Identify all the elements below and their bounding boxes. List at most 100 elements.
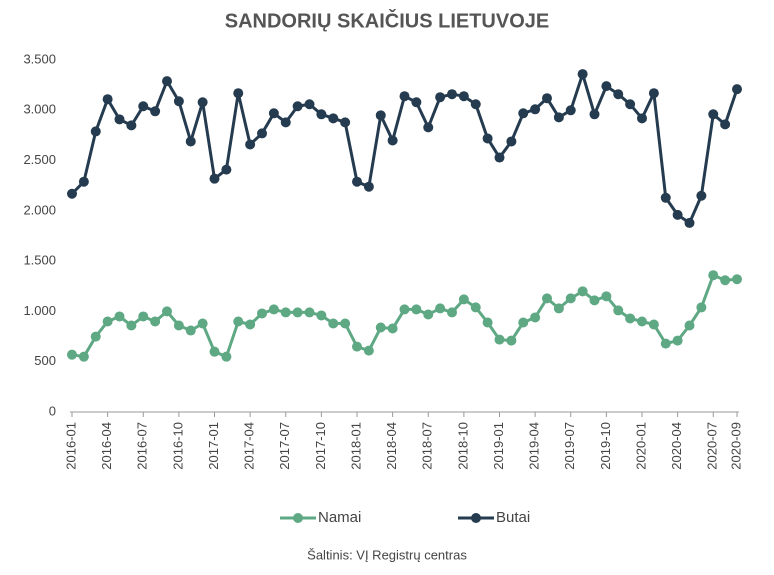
data-point	[162, 306, 172, 317]
y-tick-label: 3.000	[23, 102, 56, 117]
data-point	[458, 294, 469, 305]
data-point	[411, 304, 422, 315]
data-point	[126, 120, 137, 131]
x-tick-label: 2018-01	[348, 422, 363, 470]
data-point	[732, 84, 742, 95]
data-point	[625, 313, 636, 324]
data-point	[423, 122, 434, 133]
data-point	[672, 209, 683, 220]
data-point	[625, 99, 636, 110]
data-point	[245, 319, 256, 330]
data-point	[613, 305, 624, 316]
data-point	[67, 349, 77, 360]
x-tick-label: 2017-07	[277, 422, 292, 470]
data-point	[648, 88, 659, 99]
y-tick-label: 1.500	[23, 253, 56, 268]
data-point	[660, 338, 671, 349]
data-point	[387, 323, 398, 334]
data-point	[363, 181, 374, 192]
data-point	[696, 302, 707, 313]
data-point	[601, 81, 612, 92]
x-tick-label: 2019-07	[562, 422, 577, 470]
data-point	[78, 351, 89, 362]
y-tick-label: 2.500	[23, 152, 56, 167]
data-point	[553, 112, 564, 123]
data-point	[637, 113, 647, 124]
x-tick-label: 2018-10	[455, 422, 470, 470]
x-tick-label: 2016-07	[135, 422, 150, 470]
data-point	[245, 139, 256, 150]
data-point	[138, 101, 149, 112]
legend-label: Butai	[496, 509, 530, 526]
data-point	[648, 319, 659, 330]
data-point	[114, 311, 125, 322]
data-point	[375, 110, 386, 121]
data-point	[292, 307, 303, 318]
data-point	[435, 92, 446, 103]
x-tick-label: 2020-07	[705, 422, 720, 470]
data-point	[173, 96, 184, 107]
data-point	[173, 320, 184, 331]
data-point	[577, 286, 588, 297]
data-point	[542, 293, 552, 304]
data-point	[185, 136, 196, 147]
data-point	[268, 304, 279, 315]
data-point	[565, 105, 576, 116]
data-point	[102, 94, 113, 105]
source-note: Šaltinis: VĮ Registrų centras	[307, 547, 467, 562]
data-point	[530, 312, 541, 323]
data-point	[399, 304, 410, 315]
data-point	[150, 316, 161, 327]
data-point	[67, 188, 77, 199]
data-point	[530, 104, 541, 115]
data-point	[660, 192, 671, 203]
data-point	[387, 135, 398, 146]
data-point	[209, 173, 220, 184]
data-point	[506, 136, 517, 147]
data-point	[720, 119, 731, 130]
data-point	[589, 295, 600, 306]
data-point	[162, 76, 172, 87]
data-point	[268, 108, 279, 119]
legend-label: Namai	[318, 509, 361, 526]
data-point	[304, 307, 315, 318]
series-line	[71, 273, 738, 359]
data-point	[221, 164, 232, 175]
x-tick-label: 2020-01	[633, 422, 648, 470]
data-point	[732, 274, 742, 285]
data-point	[613, 89, 624, 100]
data-point	[565, 293, 576, 304]
x-tick-label: 2018-04	[384, 422, 399, 470]
data-point	[197, 318, 208, 329]
legend-marker	[293, 513, 303, 523]
legend-marker	[471, 513, 481, 523]
data-point	[280, 117, 291, 128]
data-point	[102, 316, 113, 327]
data-point	[494, 152, 505, 163]
data-point	[458, 91, 469, 102]
data-point	[684, 217, 695, 228]
data-point	[447, 307, 457, 318]
data-point	[708, 270, 719, 281]
chart-title: SANDORIŲ SKAIČIUS LIETUVOJE	[225, 8, 549, 32]
data-point	[482, 317, 493, 328]
data-point	[720, 275, 731, 286]
data-point	[352, 341, 362, 352]
data-point	[553, 303, 564, 314]
data-point	[696, 190, 707, 201]
y-tick-label: 2.000	[23, 202, 56, 217]
data-point	[470, 99, 481, 110]
data-point	[684, 320, 695, 331]
data-point	[209, 346, 220, 357]
data-point	[197, 97, 208, 108]
data-point	[435, 303, 446, 314]
x-tick-label: 2017-01	[206, 422, 221, 470]
x-tick-label: 2017-10	[313, 422, 328, 470]
data-point	[316, 109, 327, 120]
data-point	[340, 117, 351, 128]
data-point	[340, 318, 351, 329]
data-point	[233, 316, 244, 327]
data-point	[304, 99, 315, 110]
